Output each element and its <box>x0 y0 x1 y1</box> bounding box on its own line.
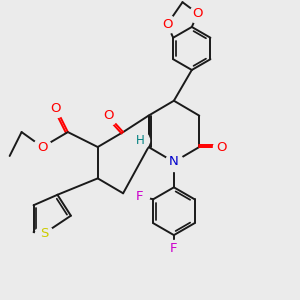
Text: S: S <box>40 227 48 240</box>
Text: O: O <box>103 109 113 122</box>
Text: F: F <box>136 190 143 203</box>
Text: H: H <box>136 134 145 147</box>
Text: O: O <box>37 140 48 154</box>
Text: O: O <box>193 7 203 20</box>
Text: O: O <box>51 102 61 115</box>
Text: O: O <box>216 140 227 154</box>
Text: F: F <box>170 242 178 255</box>
Text: N: N <box>169 155 179 168</box>
Text: O: O <box>162 18 172 31</box>
